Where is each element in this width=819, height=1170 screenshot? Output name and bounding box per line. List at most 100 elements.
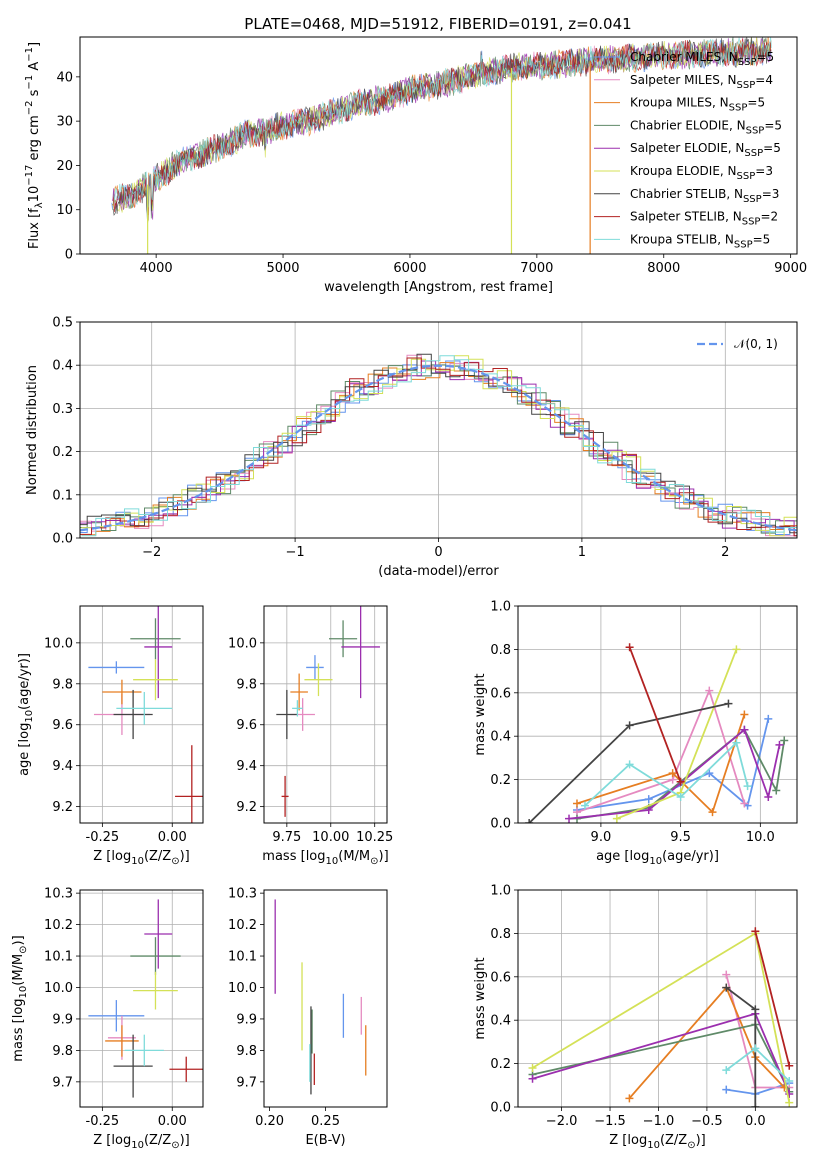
mass-weight-marker (740, 725, 749, 734)
y-tick-label: 0.4 (490, 1014, 511, 1029)
y-tick-label: 10.3 (228, 887, 257, 902)
x-tick-label: 0 (434, 545, 442, 560)
mass-weight-line (532, 931, 791, 1103)
mass-weight-line (576, 714, 746, 814)
axes-frame (79, 321, 798, 539)
mass-weight-marker (724, 699, 733, 708)
spectrum-line (113, 37, 772, 209)
legend-label: Kroupa ELODIE, NSSP=3 (630, 164, 773, 182)
y-tick-label: 0.0 (490, 1101, 511, 1116)
y-tick-label: 1.0 (490, 600, 511, 615)
mass-weight-marker (785, 1061, 794, 1070)
mass-weight-marker (764, 792, 773, 801)
x-axis-label: age [log10(age/yr)] (596, 849, 719, 867)
mass-weight-marker (775, 740, 784, 749)
mass-weight-marker (528, 1074, 537, 1083)
mass-weight-marker (722, 1085, 731, 1094)
legend-label: Kroupa STELIB, NSSP=5 (630, 232, 770, 250)
mass-weight-marker (732, 738, 741, 747)
y-tick-label: 0.5 (52, 316, 73, 331)
mass-weight-line (628, 646, 682, 783)
mass-weight-marker (740, 799, 749, 808)
legend-label: Salpeter ELODIE, NSSP=5 (630, 141, 781, 159)
mass-weight-marker (732, 645, 741, 654)
residuals-axes: −2 −1 0 1 2 0.0 0.1 0.2 0.3 0.4 0.5 (data-model)/er… (25, 316, 798, 579)
x-tick-label: 9.75 (272, 830, 301, 845)
mass-vs-ebv-plot-area (274, 899, 367, 1095)
x-tick-label: 0.25 (311, 1114, 340, 1129)
age-vs-Z-axes: -0.25 0.00 9.2 9.4 9.6 9.8 10.0 Z [log10(Z/Z⊙)]… (17, 605, 204, 867)
x-tick-label: −2 (142, 545, 161, 560)
legend-label: Salpeter MILES, NSSP=4 (630, 73, 773, 91)
x-tick-label: −0.5 (691, 1114, 723, 1129)
y-axis-label: mass weight (473, 957, 488, 1039)
x-tick-label: 10.25 (356, 830, 393, 845)
x-tick-label: −1.0 (643, 1114, 675, 1129)
x-tick-label: −2.0 (546, 1114, 578, 1129)
massweight-vs-age-plot-area (525, 643, 789, 823)
y-axis-label: age [log10(age/yr)] (17, 653, 35, 776)
y-tick-label: 0.8 (490, 927, 511, 942)
y-tick-label: 0.3 (52, 402, 73, 417)
mass-weight-marker (785, 1098, 794, 1107)
y-axis-label: Normed distribution (25, 365, 40, 495)
legend-label: Chabrier ELODIE, NSSP=5 (630, 118, 782, 136)
y-tick-label: 10 (56, 203, 73, 218)
mass-weight-marker (785, 1076, 794, 1085)
y-tick-label: 10.0 (228, 636, 257, 651)
legend-label: Chabrier STELIB, NSSP=3 (630, 187, 779, 205)
x-tick-label: 5000 (266, 261, 299, 276)
axes-frame (517, 889, 798, 1108)
y-tick-label: 9.8 (236, 677, 257, 692)
x-tick-label: 9.5 (670, 830, 691, 845)
mass-weight-marker (751, 1044, 760, 1053)
x-tick-label: 10.00 (312, 830, 349, 845)
mass-weight-marker (644, 795, 653, 804)
y-tick-label: 0.0 (52, 532, 73, 547)
y-axis-label: mass weight (473, 673, 488, 755)
mass-weight-line (628, 985, 786, 1099)
x-tick-label: 7000 (520, 261, 553, 276)
x-axis-label: E(B-V) (305, 1133, 345, 1148)
mass-weight-marker (751, 1005, 760, 1014)
mass-weight-marker (705, 686, 714, 695)
y-tick-label: 9.9 (52, 1012, 73, 1027)
spectrum-legend: Chabrier MILES, NSSP=5 Salpeter MILES, NS… (594, 50, 782, 250)
mass-weight-marker (676, 792, 685, 801)
mass-weight-marker (528, 1063, 537, 1072)
y-tick-label: 0.6 (490, 686, 511, 701)
y-tick-label: 0.1 (52, 488, 73, 503)
mass-weight-marker (625, 643, 634, 652)
axes-frame (79, 889, 204, 1108)
axes-frame (517, 605, 798, 824)
y-tick-label: 10.2 (228, 918, 257, 933)
mass-weight-marker (705, 769, 714, 778)
y-tick-label: 10.0 (44, 636, 73, 651)
legend-label: Kroupa MILES, NSSP=5 (630, 96, 765, 114)
y-axis-label: mass [log10(M/M⊙)] (11, 935, 29, 1061)
x-tick-label: -0.25 (86, 830, 120, 845)
x-tick-label: 10.0 (746, 830, 775, 845)
figure-title: PLATE=0468, MJD=51912, FIBERID=0191, z=0… (244, 15, 631, 33)
mass-weight-line (576, 687, 746, 813)
mass-weight-marker (580, 801, 589, 810)
x-tick-label: 2 (721, 545, 729, 560)
y-tick-label: 9.9 (236, 1012, 257, 1027)
age-vs-mass-axes: 9.75 10.00 10.25 9.2 9.4 9.6 9.8 10.0 mass [log1… (228, 605, 393, 867)
y-tick-label: 20 (56, 159, 73, 174)
mass-weight-marker (722, 1066, 731, 1075)
y-tick-label: 9.4 (236, 759, 257, 774)
gaussian-curve (80, 364, 797, 532)
y-tick-label: 1.0 (490, 884, 511, 899)
mass-vs-ebv-axes: 0.20 0.25 9.7 9.8 9.9 10.0 10.1 10.2 10.3 E(B-V) (228, 887, 388, 1148)
y-tick-label: 9.7 (236, 1075, 257, 1090)
x-axis-label: Z [log10(Z/Z⊙)] (609, 1133, 706, 1151)
legend-label: Salpeter STELIB, NSSP=2 (630, 210, 778, 228)
x-tick-label: -0.25 (86, 1114, 120, 1129)
y-tick-label: 0.2 (490, 773, 511, 788)
mass-weight-marker (740, 710, 749, 719)
mass-weight-marker (785, 1089, 794, 1098)
y-tick-label: 0.2 (490, 1057, 511, 1072)
